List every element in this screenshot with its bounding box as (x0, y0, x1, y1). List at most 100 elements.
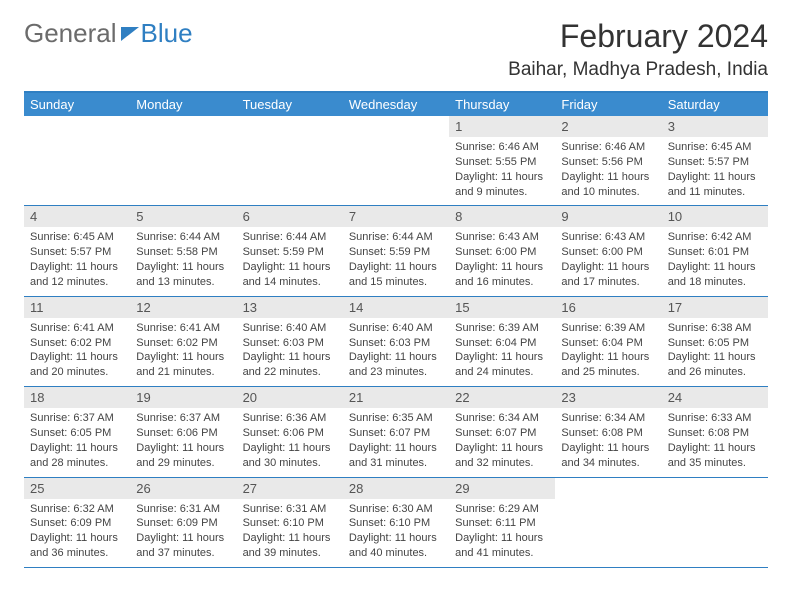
day-number: 9 (555, 206, 661, 227)
calendar-body: 0.0.0.0.1Sunrise: 6:46 AMSunset: 5:55 PM… (24, 116, 768, 567)
day-number: 2 (555, 116, 661, 137)
calendar-week-row: 4Sunrise: 6:45 AMSunset: 5:57 PMDaylight… (24, 206, 768, 296)
day-details: Sunrise: 6:44 AMSunset: 5:58 PMDaylight:… (130, 227, 236, 295)
calendar-day-cell: 20Sunrise: 6:36 AMSunset: 6:06 PMDayligh… (237, 387, 343, 477)
day-number: 21 (343, 387, 449, 408)
calendar-head: SundayMondayTuesdayWednesdayThursdayFrid… (24, 92, 768, 116)
calendar-week-row: 25Sunrise: 6:32 AMSunset: 6:09 PMDayligh… (24, 477, 768, 567)
day-details: Sunrise: 6:45 AMSunset: 5:57 PMDaylight:… (24, 227, 130, 295)
day-details: Sunrise: 6:31 AMSunset: 6:09 PMDaylight:… (130, 499, 236, 567)
day-details: Sunrise: 6:46 AMSunset: 5:55 PMDaylight:… (449, 137, 555, 205)
calendar-day-cell: 4Sunrise: 6:45 AMSunset: 5:57 PMDaylight… (24, 206, 130, 296)
day-number: 16 (555, 297, 661, 318)
weekday-header: Saturday (662, 92, 768, 116)
calendar-day-cell: 13Sunrise: 6:40 AMSunset: 6:03 PMDayligh… (237, 296, 343, 386)
day-details: Sunrise: 6:44 AMSunset: 5:59 PMDaylight:… (237, 227, 343, 295)
day-number: 20 (237, 387, 343, 408)
day-details: Sunrise: 6:36 AMSunset: 6:06 PMDaylight:… (237, 408, 343, 476)
day-details: Sunrise: 6:30 AMSunset: 6:10 PMDaylight:… (343, 499, 449, 567)
day-number: 11 (24, 297, 130, 318)
calendar-day-cell: 0. (662, 477, 768, 567)
calendar-day-cell: 11Sunrise: 6:41 AMSunset: 6:02 PMDayligh… (24, 296, 130, 386)
calendar-day-cell: 17Sunrise: 6:38 AMSunset: 6:05 PMDayligh… (662, 296, 768, 386)
day-number: 3 (662, 116, 768, 137)
day-number: 10 (662, 206, 768, 227)
calendar-day-cell: 19Sunrise: 6:37 AMSunset: 6:06 PMDayligh… (130, 387, 236, 477)
day-number: 7 (343, 206, 449, 227)
day-details: Sunrise: 6:34 AMSunset: 6:07 PMDaylight:… (449, 408, 555, 476)
calendar-day-cell: 18Sunrise: 6:37 AMSunset: 6:05 PMDayligh… (24, 387, 130, 477)
weekday-header: Wednesday (343, 92, 449, 116)
day-details: Sunrise: 6:44 AMSunset: 5:59 PMDaylight:… (343, 227, 449, 295)
day-details: Sunrise: 6:31 AMSunset: 6:10 PMDaylight:… (237, 499, 343, 567)
calendar-day-cell: 8Sunrise: 6:43 AMSunset: 6:00 PMDaylight… (449, 206, 555, 296)
day-number: 27 (237, 478, 343, 499)
day-number: 1 (449, 116, 555, 137)
brand-word-1: General (24, 18, 117, 49)
day-number: 15 (449, 297, 555, 318)
day-details: Sunrise: 6:41 AMSunset: 6:02 PMDaylight:… (24, 318, 130, 386)
day-number: 29 (449, 478, 555, 499)
day-details: Sunrise: 6:33 AMSunset: 6:08 PMDaylight:… (662, 408, 768, 476)
calendar-day-cell: 15Sunrise: 6:39 AMSunset: 6:04 PMDayligh… (449, 296, 555, 386)
weekday-header-row: SundayMondayTuesdayWednesdayThursdayFrid… (24, 92, 768, 116)
calendar-week-row: 11Sunrise: 6:41 AMSunset: 6:02 PMDayligh… (24, 296, 768, 386)
weekday-header: Tuesday (237, 92, 343, 116)
day-details: Sunrise: 6:35 AMSunset: 6:07 PMDaylight:… (343, 408, 449, 476)
calendar-day-cell: 0. (237, 116, 343, 206)
calendar-day-cell: 24Sunrise: 6:33 AMSunset: 6:08 PMDayligh… (662, 387, 768, 477)
day-details: Sunrise: 6:46 AMSunset: 5:56 PMDaylight:… (555, 137, 661, 205)
weekday-header: Sunday (24, 92, 130, 116)
calendar-day-cell: 16Sunrise: 6:39 AMSunset: 6:04 PMDayligh… (555, 296, 661, 386)
calendar-day-cell: 22Sunrise: 6:34 AMSunset: 6:07 PMDayligh… (449, 387, 555, 477)
day-details: Sunrise: 6:37 AMSunset: 6:06 PMDaylight:… (130, 408, 236, 476)
day-details: Sunrise: 6:43 AMSunset: 6:00 PMDaylight:… (555, 227, 661, 295)
day-number: 19 (130, 387, 236, 408)
day-number: 13 (237, 297, 343, 318)
calendar-day-cell: 7Sunrise: 6:44 AMSunset: 5:59 PMDaylight… (343, 206, 449, 296)
day-number: 8 (449, 206, 555, 227)
day-number: 28 (343, 478, 449, 499)
calendar-day-cell: 26Sunrise: 6:31 AMSunset: 6:09 PMDayligh… (130, 477, 236, 567)
day-details: Sunrise: 6:41 AMSunset: 6:02 PMDaylight:… (130, 318, 236, 386)
calendar-day-cell: 12Sunrise: 6:41 AMSunset: 6:02 PMDayligh… (130, 296, 236, 386)
title-block: February 2024 Baihar, Madhya Pradesh, In… (508, 18, 768, 81)
day-number: 22 (449, 387, 555, 408)
day-details: Sunrise: 6:34 AMSunset: 6:08 PMDaylight:… (555, 408, 661, 476)
calendar-day-cell: 2Sunrise: 6:46 AMSunset: 5:56 PMDaylight… (555, 116, 661, 206)
location-subtitle: Baihar, Madhya Pradesh, India (508, 59, 768, 81)
day-details: Sunrise: 6:32 AMSunset: 6:09 PMDaylight:… (24, 499, 130, 567)
calendar-day-cell: 1Sunrise: 6:46 AMSunset: 5:55 PMDaylight… (449, 116, 555, 206)
day-details: Sunrise: 6:39 AMSunset: 6:04 PMDaylight:… (449, 318, 555, 386)
calendar-day-cell: 0. (24, 116, 130, 206)
day-details: Sunrise: 6:45 AMSunset: 5:57 PMDaylight:… (662, 137, 768, 205)
day-number: 12 (130, 297, 236, 318)
calendar-day-cell: 25Sunrise: 6:32 AMSunset: 6:09 PMDayligh… (24, 477, 130, 567)
calendar-day-cell: 5Sunrise: 6:44 AMSunset: 5:58 PMDaylight… (130, 206, 236, 296)
weekday-header: Monday (130, 92, 236, 116)
calendar-day-cell: 0. (130, 116, 236, 206)
calendar-day-cell: 9Sunrise: 6:43 AMSunset: 6:00 PMDaylight… (555, 206, 661, 296)
logo-triangle-icon (121, 27, 139, 41)
brand-word-2: Blue (141, 18, 193, 49)
day-details: Sunrise: 6:29 AMSunset: 6:11 PMDaylight:… (449, 499, 555, 567)
calendar-day-cell: 3Sunrise: 6:45 AMSunset: 5:57 PMDaylight… (662, 116, 768, 206)
weekday-header: Thursday (449, 92, 555, 116)
day-details: Sunrise: 6:37 AMSunset: 6:05 PMDaylight:… (24, 408, 130, 476)
calendar-day-cell: 29Sunrise: 6:29 AMSunset: 6:11 PMDayligh… (449, 477, 555, 567)
day-details: Sunrise: 6:42 AMSunset: 6:01 PMDaylight:… (662, 227, 768, 295)
calendar-day-cell: 28Sunrise: 6:30 AMSunset: 6:10 PMDayligh… (343, 477, 449, 567)
calendar-day-cell: 0. (343, 116, 449, 206)
weekday-header: Friday (555, 92, 661, 116)
day-number: 23 (555, 387, 661, 408)
calendar-week-row: 0.0.0.0.1Sunrise: 6:46 AMSunset: 5:55 PM… (24, 116, 768, 206)
day-details: Sunrise: 6:40 AMSunset: 6:03 PMDaylight:… (237, 318, 343, 386)
calendar-day-cell: 6Sunrise: 6:44 AMSunset: 5:59 PMDaylight… (237, 206, 343, 296)
day-number: 26 (130, 478, 236, 499)
day-number: 25 (24, 478, 130, 499)
day-number: 18 (24, 387, 130, 408)
calendar-day-cell: 14Sunrise: 6:40 AMSunset: 6:03 PMDayligh… (343, 296, 449, 386)
day-details: Sunrise: 6:43 AMSunset: 6:00 PMDaylight:… (449, 227, 555, 295)
day-details: Sunrise: 6:39 AMSunset: 6:04 PMDaylight:… (555, 318, 661, 386)
calendar-table: SundayMondayTuesdayWednesdayThursdayFrid… (24, 91, 768, 568)
